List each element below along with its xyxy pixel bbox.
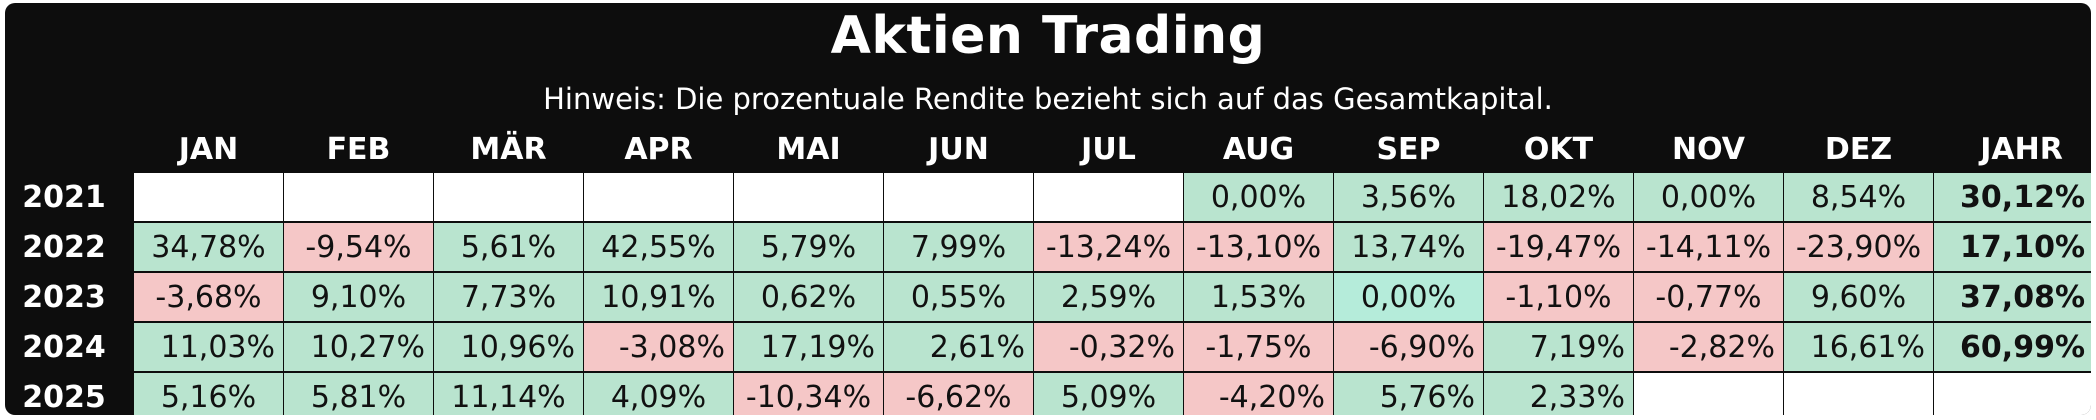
month-return-cell: 2,33% [1484, 373, 1633, 415]
month-return-cell [584, 173, 733, 221]
month-return-cell [1784, 373, 1933, 415]
month-return-cell [1634, 373, 1783, 415]
month-return-cell: 11,03% [134, 323, 283, 371]
column-header-dez: DEZ [1824, 131, 1893, 167]
month-return-cell: 5,81% [284, 373, 433, 415]
row-year-label: 2024 [22, 329, 106, 365]
row-year-label: 2025 [22, 379, 106, 415]
month-return-cell [734, 173, 883, 221]
month-return-cell: 0,00% [1334, 273, 1483, 321]
month-return-cell: 8,54% [1784, 173, 1933, 221]
column-header-okt: OKT [1523, 131, 1594, 167]
year-total-cell [1934, 373, 2091, 415]
month-return-cell: 10,96% [434, 323, 583, 371]
month-return-cell: 9,60% [1784, 273, 1933, 321]
row-year-label: 2021 [22, 179, 106, 215]
month-return-cell: -6,90% [1334, 323, 1483, 371]
month-return-cell [134, 173, 283, 221]
month-return-cell: -13,10% [1184, 223, 1333, 271]
month-return-cell: -23,90% [1784, 223, 1933, 271]
month-return-cell: 5,61% [434, 223, 583, 271]
month-return-cell [884, 173, 1033, 221]
month-return-cell: -1,10% [1484, 273, 1633, 321]
column-header-mär: MÄR [470, 131, 547, 167]
month-return-cell: 5,76% [1334, 373, 1483, 415]
column-header-feb: FEB [326, 131, 391, 167]
month-return-cell: 2,61% [884, 323, 1033, 371]
returns-grid: JAN FEB MÄR APR MAI JUN JUL AUG SEP OKT NOV DEZ JAHR… [5, 127, 2091, 415]
month-return-cell: 0,55% [884, 273, 1033, 321]
column-header-mai: MAI [776, 131, 841, 167]
column-header-sep: SEP [1376, 131, 1441, 167]
header-corner [5, 127, 133, 171]
month-return-cell: 7,73% [434, 273, 583, 321]
month-return-cell: -6,62% [884, 373, 1033, 415]
year-total-cell: 37,08% [1934, 273, 2091, 321]
month-return-cell: 7,99% [884, 223, 1033, 271]
row-year-label: 2022 [22, 229, 106, 265]
month-return-cell: -10,34% [734, 373, 883, 415]
column-header-apr: APR [624, 131, 693, 167]
year-total-cell: 17,10% [1934, 223, 2091, 271]
month-return-cell: 0,62% [734, 273, 883, 321]
row-year-label: 2023 [22, 279, 106, 315]
month-return-cell: 7,19% [1484, 323, 1633, 371]
month-return-cell: 5,16% [134, 373, 283, 415]
month-return-cell: 18,02% [1484, 173, 1633, 221]
month-return-cell: 10,27% [284, 323, 433, 371]
column-header-jul: JUL [1081, 131, 1136, 167]
month-return-cell [434, 173, 583, 221]
month-return-cell: 11,14% [434, 373, 583, 415]
month-return-cell: -9,54% [284, 223, 433, 271]
month-return-cell: 1,53% [1184, 273, 1333, 321]
column-header-jahr: JAHR [1980, 131, 2063, 167]
month-return-cell: -13,24% [1034, 223, 1183, 271]
month-return-cell: 42,55% [584, 223, 733, 271]
month-return-cell: 5,09% [1034, 373, 1183, 415]
month-return-cell: -2,82% [1634, 323, 1783, 371]
month-return-cell: -4,20% [1184, 373, 1333, 415]
column-header-jun: JUN [928, 131, 989, 167]
month-return-cell: 0,00% [1184, 173, 1333, 221]
column-header-aug: AUG [1222, 131, 1295, 167]
column-header-nov: NOV [1671, 131, 1746, 167]
month-return-cell: 0,00% [1634, 173, 1783, 221]
month-return-cell: -1,75% [1184, 323, 1333, 371]
month-return-cell [284, 173, 433, 221]
month-return-cell: 2,59% [1034, 273, 1183, 321]
month-return-cell: 16,61% [1784, 323, 1933, 371]
month-return-cell [1034, 173, 1183, 221]
month-return-cell: -19,47% [1484, 223, 1633, 271]
column-header-jan: JAN [178, 131, 239, 167]
month-return-cell: 13,74% [1334, 223, 1483, 271]
year-total-cell: 60,99% [1934, 323, 2091, 371]
month-return-cell: 10,91% [584, 273, 733, 321]
month-return-cell: 3,56% [1334, 173, 1483, 221]
month-return-cell: 9,10% [284, 273, 433, 321]
month-return-cell: 5,79% [734, 223, 883, 271]
month-return-cell: -0,77% [1634, 273, 1783, 321]
month-return-cell: -0,32% [1034, 323, 1183, 371]
note-text: Hinweis: Die prozentuale Rendite bezieht… [543, 82, 1553, 116]
month-return-cell: 34,78% [134, 223, 283, 271]
month-return-cell: 4,09% [584, 373, 733, 415]
month-return-cell: -3,68% [134, 273, 283, 321]
year-total-cell: 30,12% [1934, 173, 2091, 221]
month-return-cell: -3,08% [584, 323, 733, 371]
returns-table-panel: Aktien Trading Hinweis: Die prozentuale … [5, 3, 2091, 415]
month-return-cell: 17,19% [734, 323, 883, 371]
page-title: Aktien Trading [830, 6, 1266, 66]
month-return-cell: -14,11% [1634, 223, 1783, 271]
